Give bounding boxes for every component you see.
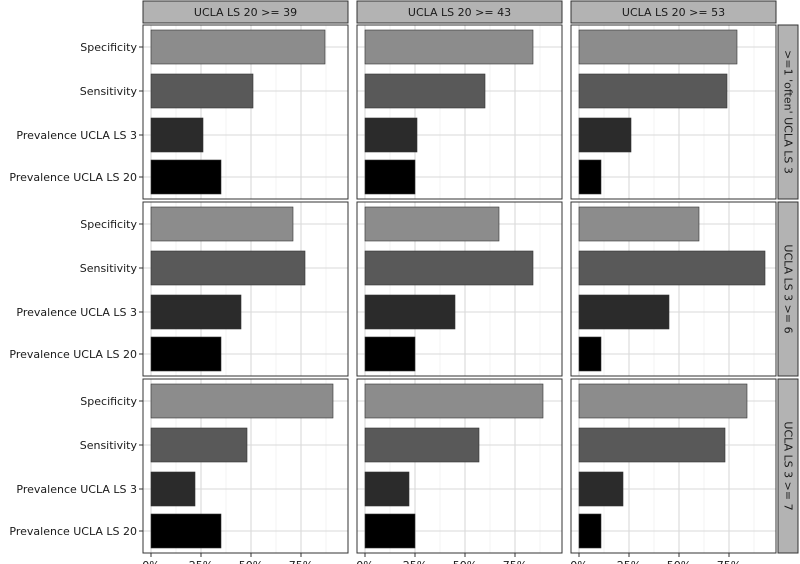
x-tick-label: 0%: [356, 559, 373, 564]
column-strip-1: UCLA LS 20 >= 39: [142, 0, 349, 24]
x-tick-label: 50%: [667, 559, 691, 564]
bar-prevalence-ucla-ls-3: [578, 471, 624, 507]
bar-sensitivity: [364, 427, 480, 463]
bar-specificity: [150, 206, 294, 242]
y-tick-label: Prevalence UCLA LS 20: [9, 171, 137, 184]
x-tick-label: 25%: [617, 559, 641, 564]
bar-prevalence-ucla-ls-20: [364, 513, 416, 549]
bar-prevalence-ucla-ls-3: [578, 117, 632, 153]
y-tick-label: Sensitivity: [80, 85, 138, 98]
row-strip-label: UCLA LS 3 >= 6: [782, 244, 795, 333]
y-tick-label: Prevalence UCLA LS 3: [16, 129, 137, 142]
y-tick-label: Sensitivity: [80, 439, 138, 452]
column-strip-label: UCLA LS 20 >= 43: [408, 6, 511, 19]
bar-prevalence-ucla-ls-20: [150, 513, 222, 549]
panel-r3-c3: [570, 378, 777, 554]
bar-sensitivity: [578, 427, 726, 463]
bar-sensitivity: [150, 427, 248, 463]
bar-prevalence-ucla-ls-20: [578, 336, 602, 372]
panel-r1-c1: [142, 24, 349, 200]
bar-specificity: [578, 383, 748, 419]
bar-specificity: [150, 383, 334, 419]
bar-prevalence-ucla-ls-3: [150, 471, 196, 507]
column-strip-label: UCLA LS 20 >= 53: [622, 6, 725, 19]
row-strip-1: >=1 'often' UCLA LS 3: [777, 24, 799, 200]
x-tick-label: 50%: [239, 559, 263, 564]
panel-r1-c3: [570, 24, 777, 200]
panel-r2-c1: [142, 201, 349, 377]
bar-sensitivity: [364, 73, 486, 109]
row-strip-2: UCLA LS 3 >= 6: [777, 201, 799, 377]
x-tick-label: 0%: [142, 559, 159, 564]
row-strip-label: >=1 'often' UCLA LS 3: [782, 50, 795, 174]
panel-r3-c1: [142, 378, 349, 554]
bar-specificity: [364, 206, 500, 242]
x-tick-label: 75%: [503, 559, 527, 564]
bar-specificity: [578, 206, 700, 242]
bar-prevalence-ucla-ls-20: [150, 159, 222, 195]
bar-specificity: [364, 383, 544, 419]
row-strip-label: UCLA LS 3 >= 7: [782, 421, 795, 510]
panel-r2-c3: [570, 201, 777, 377]
bar-prevalence-ucla-ls-20: [364, 159, 416, 195]
panel-r1-c2: [356, 24, 563, 200]
bar-specificity: [150, 29, 326, 65]
bar-sensitivity: [150, 73, 254, 109]
bar-prevalence-ucla-ls-3: [150, 117, 204, 153]
bar-prevalence-ucla-ls-3: [578, 294, 670, 330]
bar-prevalence-ucla-ls-3: [150, 294, 242, 330]
bar-prevalence-ucla-ls-20: [578, 159, 602, 195]
y-tick-label: Sensitivity: [80, 262, 138, 275]
bar-prevalence-ucla-ls-3: [364, 294, 456, 330]
y-tick-label: Prevalence UCLA LS 20: [9, 525, 137, 538]
x-tick-label: 25%: [189, 559, 213, 564]
y-tick-label: Specificity: [80, 218, 137, 231]
panel-r2-c2: [356, 201, 563, 377]
bar-sensitivity: [578, 73, 728, 109]
column-strip-2: UCLA LS 20 >= 43: [356, 0, 563, 24]
bar-prevalence-ucla-ls-3: [364, 471, 410, 507]
bar-sensitivity: [150, 250, 306, 286]
y-tick-label: Specificity: [80, 395, 137, 408]
bar-prevalence-ucla-ls-20: [578, 513, 602, 549]
column-strip-3: UCLA LS 20 >= 53: [570, 0, 777, 24]
row-strip-3: UCLA LS 3 >= 7: [777, 378, 799, 554]
bar-specificity: [578, 29, 738, 65]
y-tick-label: Prevalence UCLA LS 20: [9, 348, 137, 361]
y-tick-label: Prevalence UCLA LS 3: [16, 306, 137, 319]
x-tick-label: 0%: [570, 559, 587, 564]
x-tick-label: 75%: [289, 559, 313, 564]
bar-prevalence-ucla-ls-20: [364, 336, 416, 372]
bar-sensitivity: [364, 250, 534, 286]
x-tick-label: 25%: [403, 559, 427, 564]
bar-specificity: [364, 29, 534, 65]
bar-prevalence-ucla-ls-20: [150, 336, 222, 372]
column-strip-label: UCLA LS 20 >= 39: [194, 6, 297, 19]
x-tick-label: 75%: [717, 559, 741, 564]
x-tick-label: 50%: [453, 559, 477, 564]
bar-prevalence-ucla-ls-3: [364, 117, 418, 153]
y-tick-label: Prevalence UCLA LS 3: [16, 483, 137, 496]
y-tick-label: Specificity: [80, 41, 137, 54]
panel-r3-c2: [356, 378, 563, 554]
bar-sensitivity: [578, 250, 766, 286]
